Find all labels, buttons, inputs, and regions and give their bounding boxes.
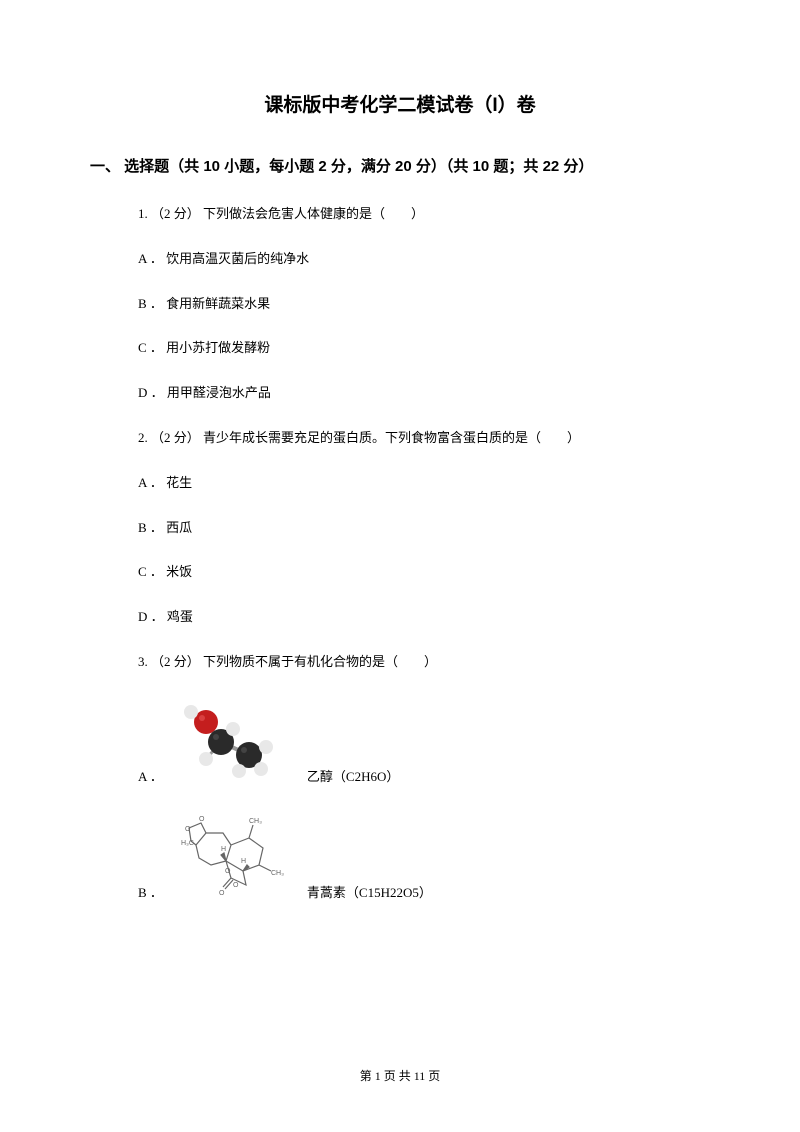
- svg-text:O: O: [225, 868, 231, 875]
- question-3: 3. （2 分） 下列物质不属于有机化合物的是（ ）: [90, 652, 710, 673]
- option-label: 乙醇（C2H6O）: [307, 766, 399, 785]
- section-header: 一、 选择题（共 10 小题，每小题 2 分，满分 20 分）（共 10 题；共…: [90, 155, 710, 176]
- svg-text:O: O: [185, 826, 191, 833]
- svg-text:O: O: [199, 816, 205, 823]
- option-2b: B ． 西瓜: [90, 518, 710, 539]
- option-2d: D ． 鸡蛋: [90, 607, 710, 628]
- option-3b: B ．: [90, 803, 710, 907]
- option-letter: A ．: [138, 251, 163, 266]
- option-text: 用小苏打做发酵粉: [166, 340, 270, 355]
- option-letter: A ．: [138, 766, 163, 785]
- option-text: 米饭: [166, 564, 192, 579]
- question-number: 3.: [138, 654, 148, 669]
- svg-text:CH₃: CH₃: [249, 818, 262, 825]
- option-text: 鸡蛋: [167, 609, 193, 624]
- option-label: 青蒿素（C15H22O5）: [307, 882, 432, 901]
- option-1d: D ． 用甲醛浸泡水产品: [90, 383, 710, 404]
- svg-text:H: H: [221, 846, 226, 853]
- option-letter: B ．: [138, 882, 163, 901]
- option-3a: A ．: [90, 697, 710, 791]
- page-footer: 第 1 页 共 11 页: [0, 1067, 800, 1084]
- svg-text:O: O: [233, 882, 239, 889]
- page-title: 课标版中考化学二模试卷（I）卷: [90, 90, 710, 117]
- question-number: 1.: [138, 206, 148, 221]
- option-text: 西瓜: [166, 520, 192, 535]
- question-text: 青少年成长需要充足的蛋白质。下列食物富含蛋白质的是（ ）: [203, 430, 580, 445]
- option-text: 饮用高温灭菌后的纯净水: [166, 251, 309, 266]
- option-letter: C ．: [138, 564, 163, 579]
- question-1: 1. （2 分） 下列做法会危害人体健康的是（ ）: [90, 204, 710, 225]
- svg-text:CH₃: CH₃: [271, 870, 284, 877]
- question-text: 下列物质不属于有机化合物的是（ ）: [203, 654, 437, 669]
- option-text: 食用新鲜蔬菜水果: [166, 296, 270, 311]
- question-2: 2. （2 分） 青少年成长需要充足的蛋白质。下列食物富含蛋白质的是（ ）: [90, 428, 710, 449]
- question-text: 下列做法会危害人体健康的是（ ）: [203, 206, 424, 221]
- question-points: （2 分）: [151, 206, 200, 221]
- option-letter: B ．: [138, 296, 163, 311]
- question-points: （2 分）: [151, 430, 200, 445]
- option-text: 花生: [166, 475, 192, 490]
- svg-text:H₃C: H₃C: [181, 840, 194, 847]
- question-points: （2 分）: [151, 654, 200, 669]
- option-letter: D ．: [138, 609, 164, 624]
- option-2c: C ． 米饭: [90, 562, 710, 583]
- svg-text:O: O: [219, 890, 225, 897]
- option-text: 用甲醛浸泡水产品: [167, 385, 271, 400]
- question-number: 2.: [138, 430, 148, 445]
- option-letter: C ．: [138, 340, 163, 355]
- option-1c: C ． 用小苏打做发酵粉: [90, 338, 710, 359]
- option-letter: D ．: [138, 385, 164, 400]
- option-letter: A ．: [138, 475, 163, 490]
- option-1b: B ． 食用新鲜蔬菜水果: [90, 294, 710, 315]
- artemisinin-molecule-icon: H₃C CH₃ CH₃ O O O O O H H: [171, 803, 291, 907]
- option-1a: A ． 饮用高温灭菌后的纯净水: [90, 249, 710, 270]
- option-2a: A ． 花生: [90, 473, 710, 494]
- ethanol-molecule-icon: [171, 697, 291, 791]
- option-letter: B ．: [138, 520, 163, 535]
- svg-text:H: H: [241, 858, 246, 865]
